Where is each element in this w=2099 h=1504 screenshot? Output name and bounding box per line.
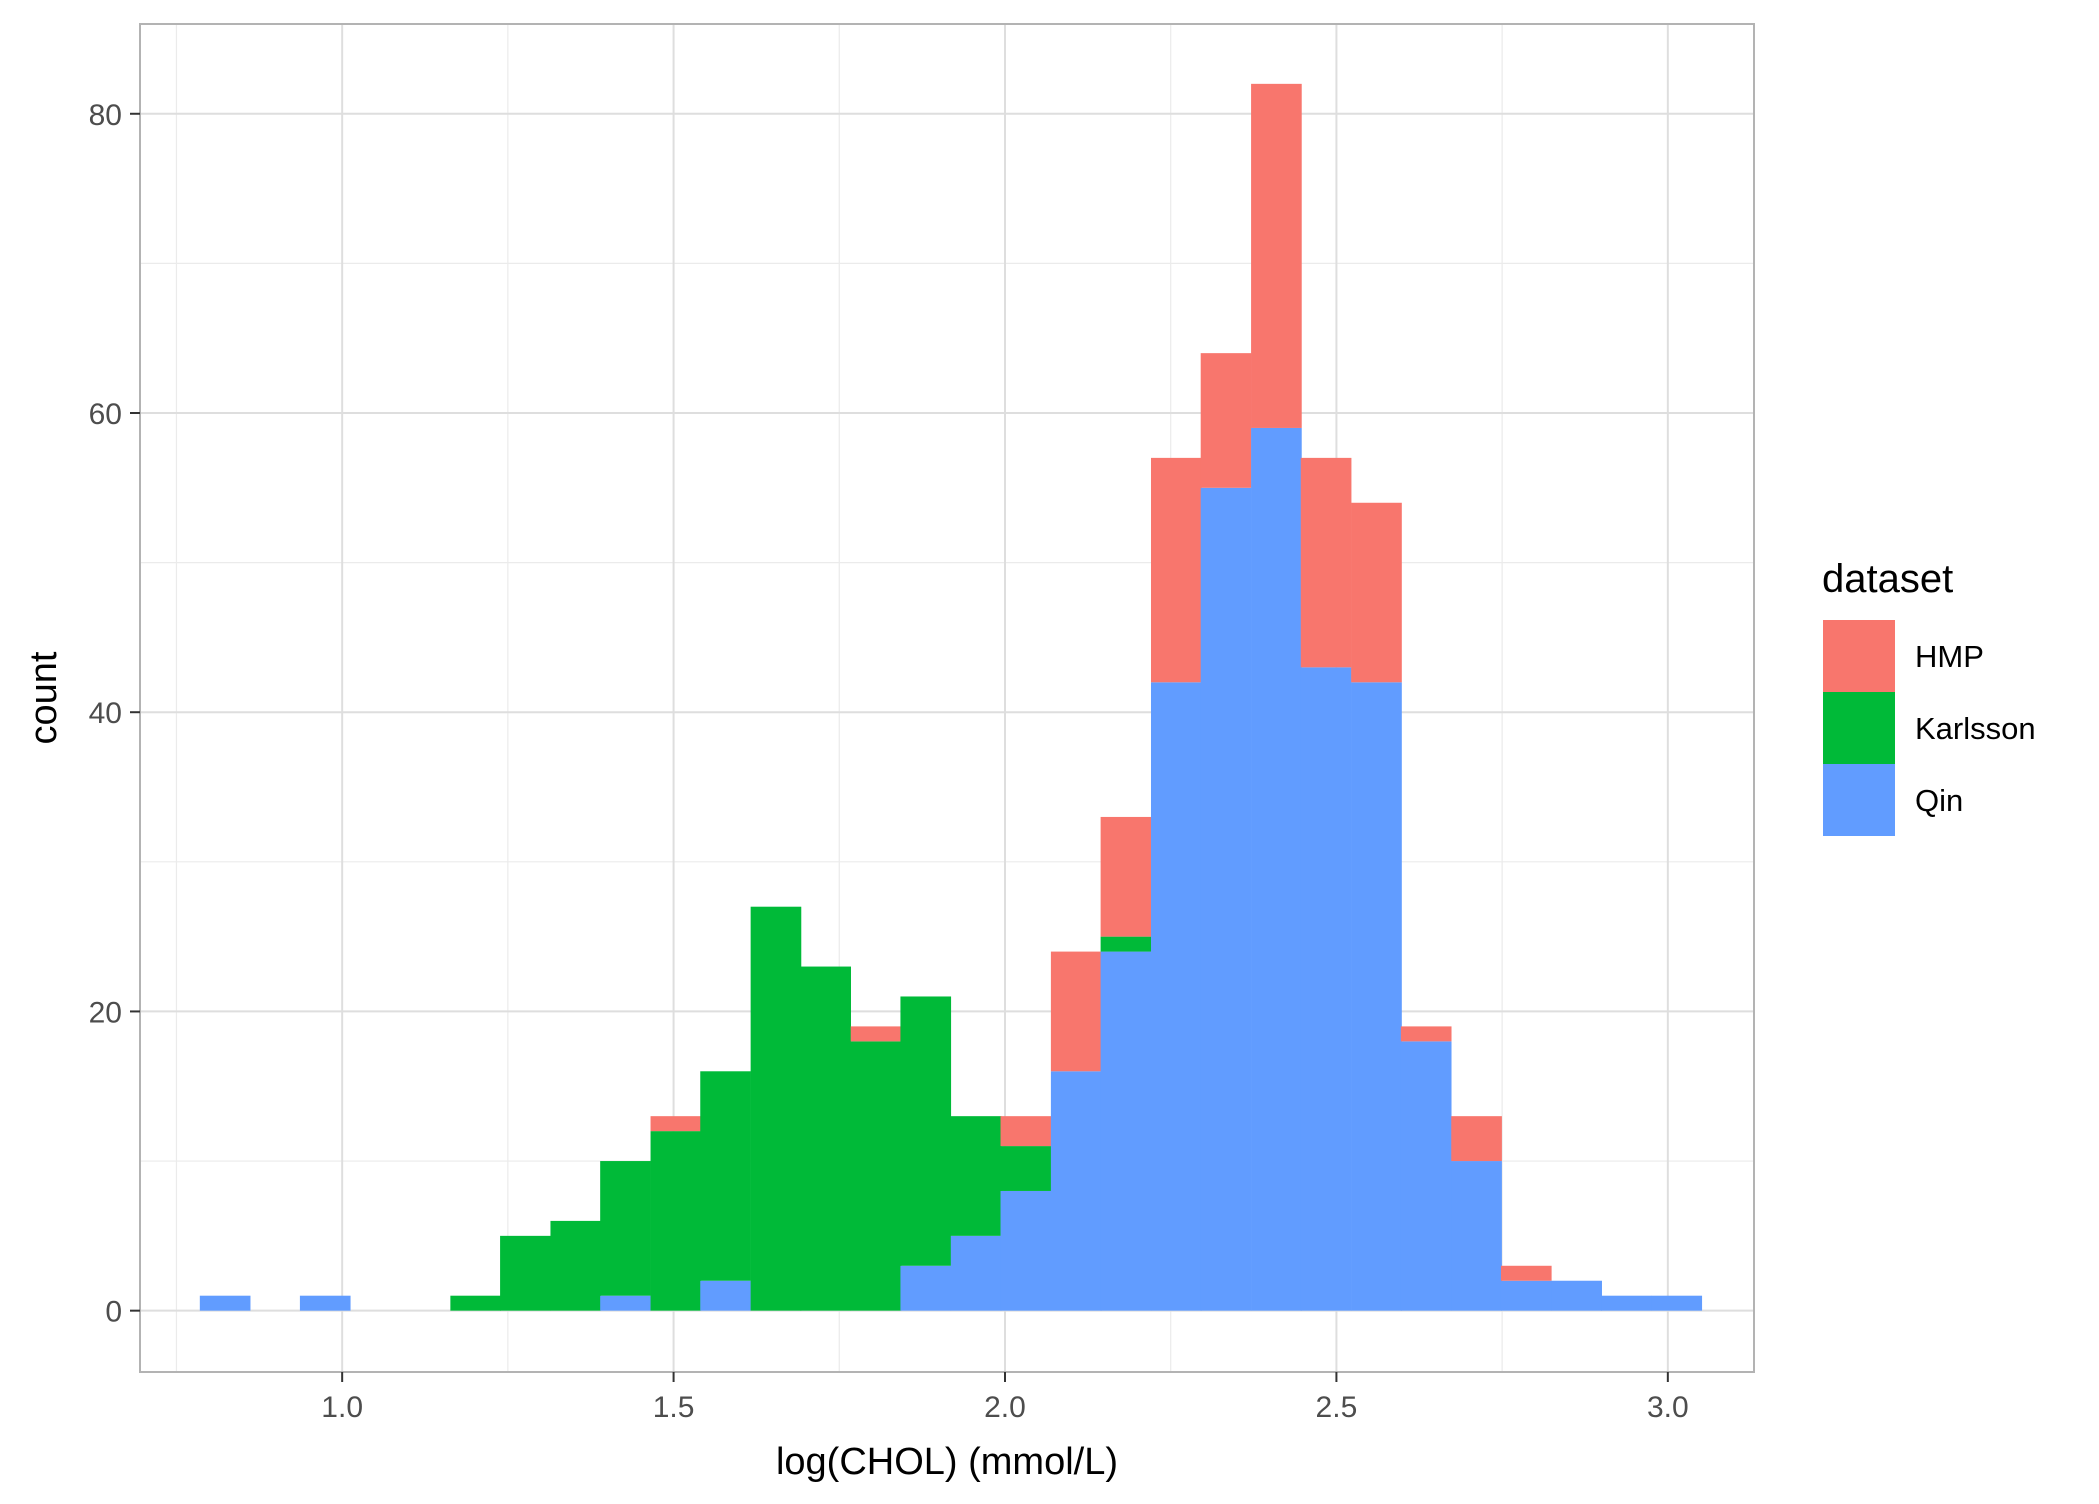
- bar-qin: [1500, 1280, 1552, 1311]
- bar-qin: [1100, 951, 1152, 1311]
- y-tick-label: 80: [89, 99, 122, 132]
- y-axis-title: count: [23, 651, 65, 744]
- bar-qin: [1451, 1161, 1502, 1311]
- bar-qin: [1300, 667, 1352, 1311]
- bar-karlsson: [700, 1071, 751, 1281]
- bar-karlsson: [500, 1235, 551, 1311]
- legend-key-hmp: [1823, 620, 1895, 692]
- legend-key-karlsson: [1823, 692, 1895, 764]
- bar-qin: [1551, 1280, 1602, 1311]
- legend-label-karlsson: Karlsson: [1915, 711, 2036, 746]
- x-axis-title: log(CHOL) (mmol/L): [776, 1441, 1118, 1483]
- bar-karlsson: [1000, 1146, 1052, 1191]
- bar-qin: [1050, 1071, 1102, 1311]
- bar-hmp: [1000, 1116, 1052, 1147]
- bar-karlsson: [900, 996, 952, 1266]
- bars: [199, 83, 1703, 1311]
- x-tick-label: 2.0: [984, 1391, 1026, 1424]
- bar-qin: [299, 1295, 351, 1311]
- bar-qin: [1000, 1190, 1052, 1311]
- bar-hmp: [1050, 951, 1102, 1072]
- bar-hmp: [1351, 502, 1402, 683]
- bar-karlsson: [650, 1131, 702, 1311]
- bar-qin: [600, 1295, 651, 1311]
- bar-hmp: [1400, 1026, 1452, 1042]
- bar-karlsson: [450, 1295, 502, 1311]
- bar-hmp: [1200, 353, 1252, 488]
- x-tick-label: 1.0: [321, 1391, 363, 1424]
- bar-qin: [900, 1265, 952, 1311]
- legend: dataset HMP Karlsson Qin: [1822, 557, 2036, 836]
- bar-hmp: [1251, 83, 1302, 428]
- bar-karlsson: [600, 1161, 651, 1296]
- bar-karlsson: [1100, 936, 1152, 952]
- y-tick-label: 40: [89, 697, 122, 730]
- bar-hmp: [1300, 457, 1352, 668]
- legend-label-hmp: HMP: [1915, 639, 1984, 674]
- bar-hmp: [1500, 1265, 1552, 1281]
- bar-karlsson: [800, 966, 851, 1311]
- bar-qin: [700, 1280, 751, 1311]
- bar-qin: [1251, 427, 1302, 1311]
- bar-karlsson: [750, 906, 802, 1311]
- bar-qin: [199, 1295, 251, 1311]
- bar-hmp: [1150, 457, 1202, 683]
- axes: 1.0 1.5 2.0 2.5 3.0 0 20 40 60 80: [89, 99, 1689, 1424]
- bar-hmp: [650, 1116, 702, 1132]
- x-tick-label: 3.0: [1647, 1391, 1689, 1424]
- bar-hmp: [1451, 1116, 1502, 1162]
- bar-qin: [950, 1235, 1002, 1311]
- bar-karlsson: [550, 1220, 602, 1311]
- x-tick-label: 1.5: [653, 1391, 695, 1424]
- legend-items: HMP Karlsson Qin: [1823, 620, 2036, 836]
- bar-hmp: [1100, 816, 1152, 937]
- bar-qin: [1351, 682, 1402, 1311]
- y-tick-label: 0: [105, 1296, 122, 1329]
- panel-border: [139, 23, 1755, 1373]
- bar-qin: [1601, 1295, 1652, 1311]
- x-tick-label: 2.5: [1316, 1391, 1358, 1424]
- legend-label-qin: Qin: [1915, 783, 1963, 818]
- bar-karlsson: [950, 1116, 1002, 1236]
- legend-key-qin: [1823, 764, 1895, 836]
- bar-karlsson: [850, 1041, 902, 1311]
- bar-hmp: [850, 1026, 902, 1042]
- bar-qin: [1651, 1295, 1703, 1311]
- y-tick-label: 20: [89, 996, 122, 1029]
- bar-qin: [1150, 682, 1202, 1311]
- legend-title: dataset: [1822, 557, 1953, 601]
- bar-qin: [1400, 1041, 1452, 1311]
- y-tick-label: 60: [89, 398, 122, 431]
- bar-qin: [1200, 487, 1252, 1311]
